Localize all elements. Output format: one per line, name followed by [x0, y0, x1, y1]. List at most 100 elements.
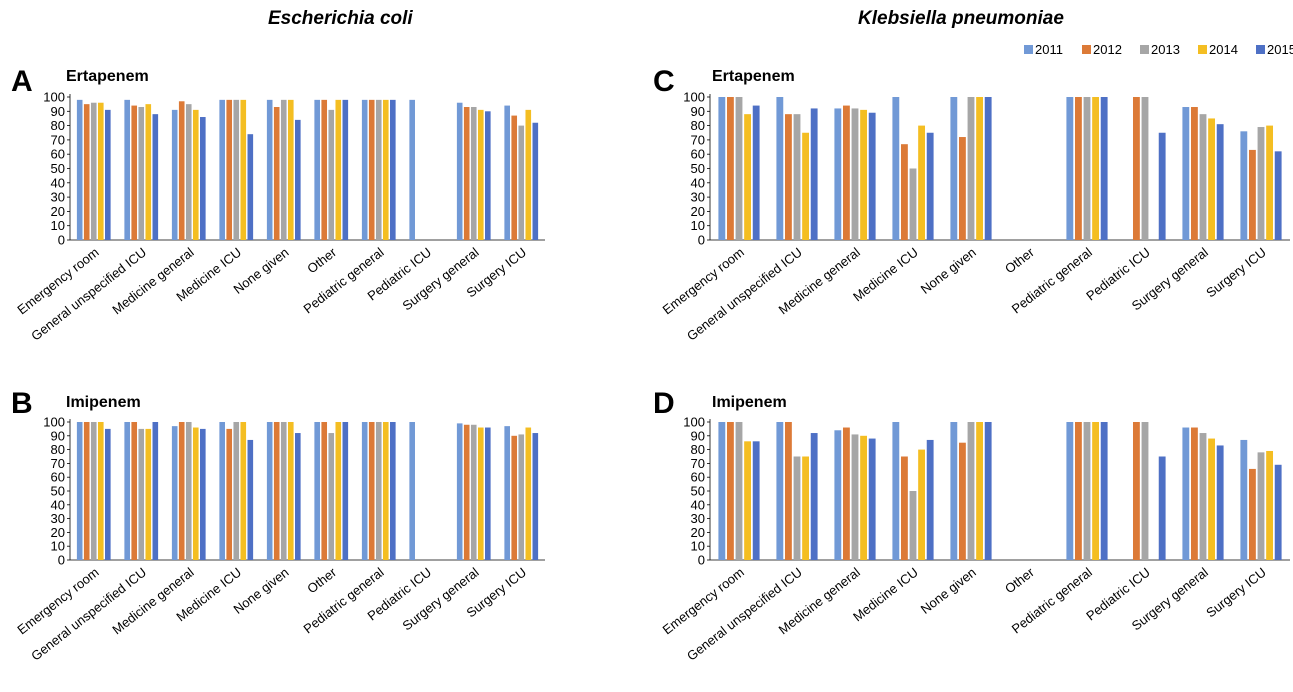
- bar-2012: [842, 105, 850, 240]
- bar-2013: [138, 428, 145, 560]
- bar-2015: [532, 122, 539, 240]
- category-label: General unspecified ICU: [684, 565, 805, 664]
- bar-2014: [918, 449, 926, 560]
- y-tick-label: 20: [691, 525, 705, 540]
- y-tick-label: 20: [51, 525, 65, 540]
- bar-2015: [532, 433, 539, 560]
- bar-2012: [958, 442, 966, 560]
- bar-2012: [1190, 107, 1198, 240]
- bar-2013: [1141, 97, 1149, 240]
- category-label: Other: [304, 564, 339, 596]
- bar-2013: [1199, 433, 1207, 560]
- bar-2015: [1274, 151, 1282, 240]
- bar-2014: [976, 97, 984, 240]
- y-tick-label: 50: [691, 161, 705, 176]
- y-tick-label: 30: [691, 511, 705, 526]
- legend-swatch-2013: [1140, 45, 1149, 54]
- bar-2014: [477, 109, 484, 241]
- bar-2013: [280, 99, 287, 240]
- bar-2011: [409, 99, 415, 240]
- bar-2013: [328, 109, 335, 241]
- bar-2012: [511, 115, 518, 240]
- bar-2013: [735, 422, 743, 560]
- bar-2015: [105, 109, 111, 241]
- bar-2015: [1216, 445, 1224, 560]
- panels: A Ertapenem0102030405060708090100Emergenc…: [11, 65, 1290, 664]
- bar-2014: [918, 125, 926, 240]
- bar-2015: [247, 134, 254, 240]
- bar-2014: [335, 99, 342, 240]
- bar-2011: [892, 422, 900, 560]
- bar-2013: [185, 104, 192, 241]
- bar-2015: [926, 132, 934, 240]
- bar-2011: [834, 430, 842, 560]
- bar-2012: [463, 424, 470, 560]
- category-label: Surgery ICU: [1203, 565, 1269, 621]
- category-label: Medicine ICU: [850, 245, 921, 305]
- bar-2011: [124, 99, 130, 240]
- bar-2012: [1132, 97, 1140, 240]
- bar-2015: [810, 433, 818, 560]
- y-tick-label: 60: [691, 147, 705, 162]
- bar-2011: [76, 422, 83, 560]
- bar-2011: [1240, 131, 1248, 240]
- bar-2011: [171, 109, 178, 241]
- bar-2014: [240, 422, 247, 560]
- bar-2015: [342, 99, 349, 240]
- panel-C: C Ertapenem0102030405060708090100Emergenc…: [653, 65, 1290, 344]
- bar-2013: [1083, 97, 1091, 240]
- panel-title-A: Ertapenem: [66, 68, 149, 85]
- bar-2012: [368, 99, 375, 240]
- bar-2014: [1266, 125, 1274, 240]
- bar-2013: [1257, 452, 1265, 560]
- y-tick-label: 10: [51, 218, 65, 233]
- panel-title-B: Imipenem: [66, 394, 141, 411]
- bar-2014: [97, 422, 104, 560]
- bar-2012: [226, 428, 233, 560]
- bar-2014: [802, 456, 810, 560]
- bar-2011: [456, 102, 463, 240]
- bar-2014: [335, 422, 342, 560]
- bar-2011: [219, 422, 225, 560]
- bar-2013: [967, 422, 975, 560]
- y-tick-label: 90: [51, 428, 65, 443]
- y-tick-label: 50: [691, 484, 705, 499]
- bar-2013: [793, 456, 801, 560]
- bar-2011: [266, 422, 273, 560]
- bar-2015: [1100, 97, 1108, 240]
- bar-2014: [1208, 438, 1216, 560]
- y-tick-label: 60: [51, 470, 65, 485]
- y-tick-label: 100: [43, 90, 65, 105]
- header-k-pneumoniae: Klebsiella pneumoniae: [858, 8, 1064, 29]
- bar-2012: [726, 97, 734, 240]
- legend-label-2012: 2012: [1093, 42, 1122, 57]
- panel-letter-A: A: [11, 65, 33, 98]
- legend: 2011 2012 2013 2014 2015: [1024, 42, 1293, 57]
- bar-2012: [131, 422, 138, 560]
- bar-2012: [273, 422, 280, 560]
- bar-2013: [1083, 422, 1091, 560]
- y-tick-label: 40: [51, 497, 65, 512]
- bar-2013: [793, 114, 801, 240]
- y-tick-label: 100: [683, 90, 705, 105]
- bar-2015: [152, 114, 159, 240]
- y-tick-label: 0: [58, 553, 65, 568]
- bar-2012: [83, 422, 90, 560]
- bar-2015: [200, 117, 206, 240]
- bar-2014: [477, 427, 484, 560]
- bar-2013: [375, 99, 382, 240]
- panel-title-C: Ertapenem: [712, 68, 795, 85]
- y-tick-label: 90: [691, 104, 705, 119]
- y-tick-label: 80: [51, 442, 65, 457]
- bar-2013: [851, 108, 859, 240]
- bar-2012: [83, 104, 90, 241]
- bar-2014: [192, 427, 199, 560]
- bar-2013: [233, 99, 240, 240]
- bar-2011: [892, 97, 900, 240]
- bar-2015: [200, 428, 206, 560]
- y-tick-label: 90: [691, 428, 705, 443]
- bar-2012: [900, 456, 908, 560]
- bar-2014: [860, 435, 868, 560]
- bar-2011: [950, 422, 958, 560]
